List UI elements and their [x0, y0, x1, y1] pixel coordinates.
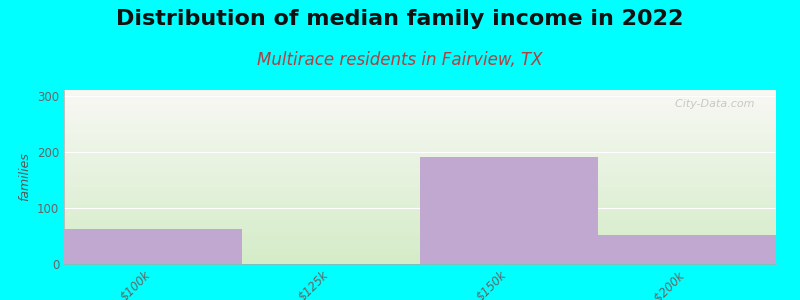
Bar: [598, 235, 776, 264]
Text: Multirace residents in Fairview, TX: Multirace residents in Fairview, TX: [258, 51, 542, 69]
Bar: [64, 229, 242, 264]
Y-axis label: families: families: [18, 153, 31, 201]
Bar: [420, 158, 598, 264]
Text: City-Data.com: City-Data.com: [668, 99, 754, 109]
Text: Distribution of median family income in 2022: Distribution of median family income in …: [116, 9, 684, 29]
